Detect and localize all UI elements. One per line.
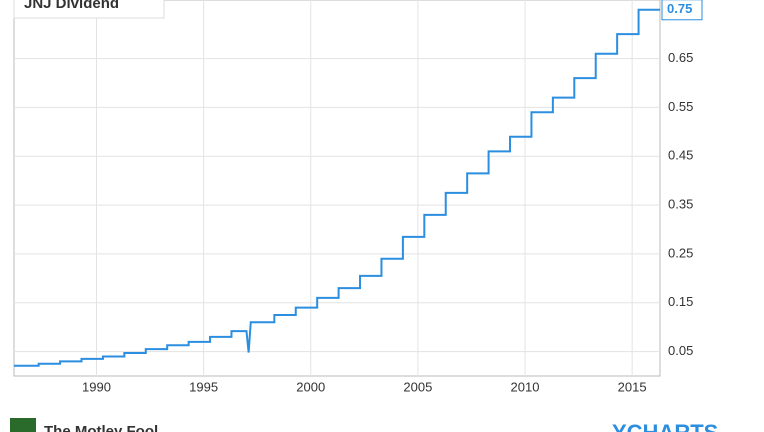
footer-brand: YCHARTS [612,420,718,432]
x-tick-label: 2015 [618,379,647,394]
line-series [14,8,660,367]
y-tick-label: 0.15 [668,294,693,309]
y-tick-label: 0.25 [668,245,693,260]
x-tick-label: 2005 [403,379,432,394]
x-tick-label: 2010 [511,379,540,394]
x-tick-label: 1990 [82,379,111,394]
title-box [13,0,165,19]
plot-area [13,0,661,377]
x-tick-label: 2000 [296,379,325,394]
chart-title: JNJ Dividend [24,0,119,12]
footer-source: The Motley Fool [44,423,158,432]
y-tick-label: 0.65 [668,50,693,65]
y-tick-label: 0.05 [668,343,693,358]
value-callout: 0.75 [667,1,692,16]
x-tick-label: 1995 [189,379,218,394]
value-callout-box [661,0,703,21]
logo [10,418,36,432]
y-tick-label: 0.55 [668,99,693,114]
y-tick-label: 0.45 [668,148,693,163]
y-tick-label: 0.35 [668,197,693,212]
